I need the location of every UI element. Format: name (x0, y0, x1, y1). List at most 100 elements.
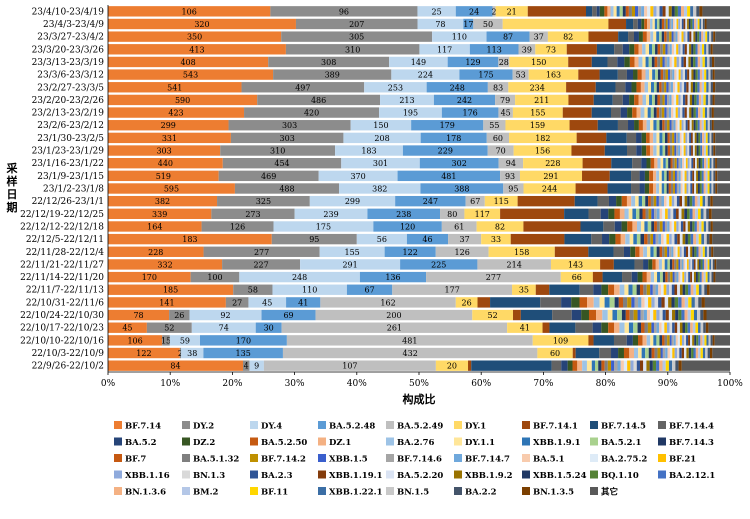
y-tick-label: 22/12/12-22/12/18 (20, 222, 104, 232)
bar-segment (239, 271, 360, 283)
bar-segment (633, 309, 638, 321)
bar-segment (700, 335, 703, 346)
bar-segment (653, 335, 657, 346)
legend-label: BF.7.14.4 (669, 422, 714, 432)
y-axis-title-char: 期 (7, 200, 18, 214)
bar-segment (648, 208, 652, 219)
bar-segment (693, 158, 696, 169)
bar-segment (685, 246, 689, 257)
bar-segment (649, 69, 653, 80)
bar-segment (255, 322, 282, 333)
bar-segment (659, 322, 662, 333)
bar-segment (691, 145, 693, 156)
y-tick-label: 23/3/6-23/3/12 (37, 71, 104, 81)
bar-segment (668, 6, 672, 17)
bar-segment (608, 284, 615, 295)
legend-label: BF.7.14.6 (397, 455, 442, 465)
bar-segment (657, 158, 661, 169)
bar-segment (637, 309, 641, 321)
bar-segment (571, 309, 582, 321)
bar-segment (179, 347, 182, 359)
bar-segment (638, 297, 642, 308)
legend-swatch (182, 454, 190, 462)
bar-segment (658, 195, 662, 207)
bar-segment (666, 322, 670, 333)
data-label: 67 (470, 197, 480, 206)
legend-label: BA.5.1 (533, 455, 565, 465)
bar-segment (659, 183, 662, 194)
bar-segment (646, 309, 651, 321)
bar-segment (678, 145, 680, 156)
bar-segment (380, 94, 434, 106)
bar-segment (680, 221, 684, 232)
bar-segment (268, 56, 390, 68)
data-label: 183 (182, 235, 197, 244)
bar-segment (682, 107, 685, 118)
bar-segment (498, 56, 510, 68)
bar-segment (691, 132, 693, 144)
data-label: 339 (152, 210, 167, 219)
bar-segment (675, 309, 679, 321)
bar-segment (617, 56, 625, 68)
bar-segment (713, 145, 716, 156)
bar-segment (595, 82, 616, 93)
legend-swatch (182, 437, 190, 446)
bar-segment (673, 183, 675, 194)
bar-segment (661, 233, 664, 245)
bar-segment (661, 82, 665, 93)
bar-segment (309, 195, 396, 207)
bar-segment (698, 246, 701, 257)
bar-segment (704, 56, 708, 68)
bar-segment (678, 208, 682, 219)
bar-segment (650, 284, 653, 295)
bar-segment (604, 145, 628, 156)
bar-segment (660, 284, 664, 295)
bar-segment (397, 170, 501, 182)
bar-segment (646, 271, 651, 283)
bar-segment (669, 18, 672, 30)
bar-segment (699, 18, 702, 30)
x-tick-label: 90% (658, 379, 678, 389)
bar-segment (644, 6, 648, 17)
data-label: 122 (136, 349, 151, 358)
bar-segment (664, 170, 667, 182)
bar-segment (712, 195, 730, 207)
bar-segment (646, 132, 650, 144)
bar-segment (647, 233, 651, 245)
bar-segment (687, 259, 689, 270)
bar-segment (670, 158, 673, 169)
data-label: 106 (182, 7, 197, 16)
bar-segment (659, 360, 663, 371)
bar-segment (620, 107, 628, 118)
bar-segment (702, 132, 705, 144)
bar-segment (680, 271, 683, 283)
bar-segment (634, 31, 639, 42)
bar-segment (664, 246, 668, 257)
bar-segment (635, 195, 639, 207)
bar-segment (685, 322, 688, 333)
bar-segment (483, 120, 506, 131)
bar-segment (680, 107, 683, 118)
data-label: 207 (349, 20, 364, 29)
bar-segment (671, 31, 674, 42)
bar-segment (688, 170, 691, 182)
bar-segment (622, 297, 628, 308)
bar-segment (676, 94, 679, 106)
bar-segment (649, 132, 654, 144)
data-label: 481 (441, 172, 456, 181)
data-label: 106 (127, 336, 142, 345)
bar-segment (665, 309, 669, 321)
legend-swatch (590, 421, 598, 429)
bar-segment (705, 132, 708, 144)
bar-segment (657, 69, 661, 80)
y-tick-label: 22/11/28-22/12/4 (26, 248, 104, 258)
bar-segment (703, 120, 706, 131)
bar-segment (695, 120, 698, 131)
bar-segment (678, 56, 682, 68)
bar-segment (662, 145, 666, 156)
legend-swatch (318, 421, 326, 429)
bar-segment (517, 195, 575, 207)
bar-segment (662, 347, 666, 359)
legend-label: BA.5.1.32 (193, 455, 239, 465)
bar-segment (712, 221, 730, 232)
